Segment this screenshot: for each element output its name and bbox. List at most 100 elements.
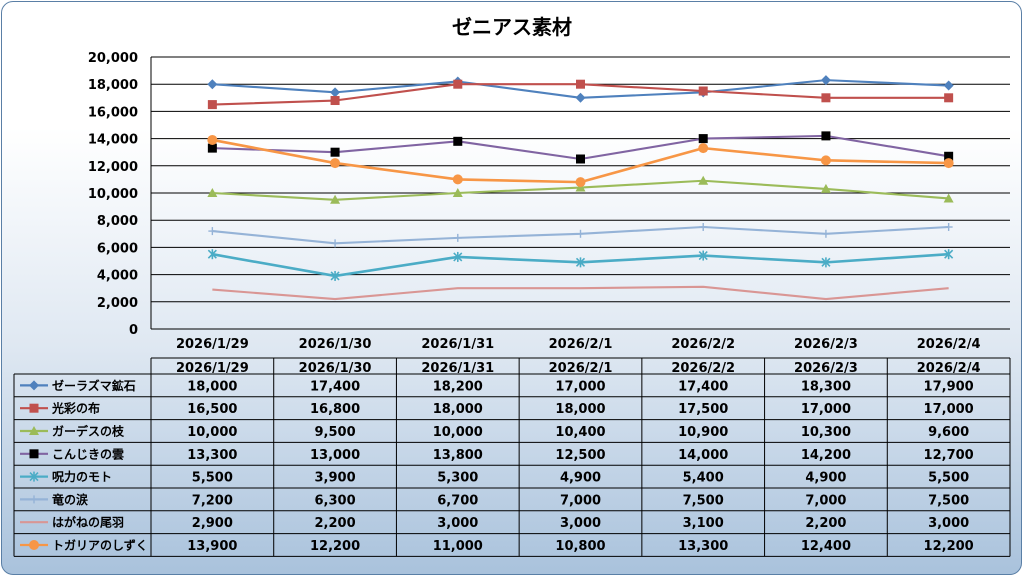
data-label: 5,300 — [437, 471, 478, 486]
data-point — [698, 175, 709, 185]
data-point — [944, 93, 954, 103]
table-header-cell: 2026/2/4 — [917, 361, 981, 376]
data-point — [576, 229, 585, 238]
data-label: 16,500 — [187, 402, 237, 417]
grid-lines — [151, 56, 1010, 330]
data-point — [821, 229, 830, 238]
legend-label: ゼーラズマ鉱石 — [52, 378, 136, 393]
data-point — [29, 380, 39, 391]
data-label: 3,100 — [683, 516, 724, 531]
data-label: 7,000 — [560, 493, 601, 508]
data-point — [453, 79, 463, 89]
x-tick-label: 2026/2/3 — [794, 337, 858, 352]
legend-key — [20, 426, 48, 435]
table-header-cell: 2026/1/31 — [421, 361, 494, 376]
data-point — [821, 93, 831, 103]
data-label: 17,000 — [555, 379, 605, 394]
data-point — [29, 540, 39, 550]
x-tick-label: 2026/1/30 — [299, 337, 372, 352]
table-header-cell: 2026/2/2 — [671, 361, 735, 376]
legend-label: ガーデスの枝 — [52, 424, 125, 439]
data-point — [207, 143, 217, 153]
y-tick-label: 12,000 — [88, 160, 138, 175]
data-label: 17,900 — [924, 379, 974, 394]
data-point — [943, 80, 954, 91]
data-point — [943, 193, 954, 203]
data-label: 5,400 — [683, 471, 724, 486]
data-point — [330, 147, 340, 157]
data-label: 10,900 — [678, 425, 728, 440]
data-label: 3,900 — [315, 471, 356, 486]
data-point — [821, 257, 831, 268]
legend-label: 竜の涙 — [52, 492, 88, 507]
series-layer — [207, 75, 954, 301]
data-point — [330, 158, 341, 169]
data-point — [29, 471, 39, 482]
data-label: 10,400 — [555, 425, 605, 440]
data-label: 17,000 — [924, 402, 974, 417]
data-point — [699, 223, 708, 231]
data-point — [943, 158, 954, 169]
data-point — [29, 449, 39, 459]
y-tick-label: 6,000 — [97, 241, 138, 256]
data-label: 17,400 — [310, 379, 360, 394]
data-label: 11,000 — [433, 539, 483, 554]
table-header-cell: 2026/1/30 — [299, 361, 372, 376]
data-label: 6,300 — [315, 493, 356, 508]
data-label: 12,200 — [924, 539, 974, 554]
data-label: 16,800 — [310, 402, 360, 417]
x-tick-label: 2026/1/29 — [176, 337, 249, 352]
data-label: 4,900 — [560, 471, 601, 486]
data-point — [452, 174, 463, 185]
x-tick-label: 2026/2/2 — [671, 337, 735, 352]
legend-key — [20, 403, 48, 413]
series-はがねの尾羽 — [212, 285, 949, 301]
data-point — [820, 183, 831, 193]
data-point — [330, 96, 340, 106]
data-point — [207, 79, 218, 90]
data-point — [698, 250, 708, 261]
data-label: 2,900 — [192, 516, 233, 531]
data-label: 18,000 — [555, 402, 605, 417]
legend-label: トガリアのしずく — [52, 538, 148, 553]
data-point — [453, 251, 463, 262]
data-label: 13,300 — [678, 539, 728, 554]
legend-label: 光彩の布 — [51, 401, 100, 416]
data-label: 10,000 — [433, 425, 483, 440]
data-label: 12,500 — [555, 448, 605, 463]
series-トガリアのしずく — [207, 134, 954, 188]
data-label: 12,400 — [801, 539, 851, 554]
y-tick-label: 14,000 — [88, 133, 138, 148]
data-point — [452, 188, 463, 197]
data-point — [207, 134, 218, 145]
data-label: 18,200 — [433, 379, 483, 394]
data-label: 3,000 — [928, 516, 969, 531]
series-竜の涙 — [208, 223, 953, 248]
data-point — [453, 136, 463, 146]
data-label: 10,800 — [555, 539, 605, 554]
legend-key — [20, 540, 48, 550]
data-label: 12,200 — [310, 539, 360, 554]
data-point — [453, 233, 462, 242]
data-label: 5,500 — [192, 471, 233, 486]
data-label: 17,000 — [801, 402, 851, 417]
data-label: 2,200 — [805, 516, 846, 531]
data-label: 2,200 — [315, 516, 356, 531]
data-label: 18,000 — [187, 379, 237, 394]
data-label: 9,500 — [315, 425, 356, 440]
series-こんじきの雲 — [207, 131, 954, 164]
data-label: 10,300 — [801, 425, 851, 440]
data-point — [29, 426, 39, 435]
data-label: 3,000 — [437, 516, 478, 531]
data-point — [576, 154, 585, 164]
y-tick-label: 18,000 — [88, 78, 138, 93]
data-label: 5,500 — [928, 471, 969, 486]
y-tick-label: 2,000 — [97, 296, 138, 311]
data-point — [820, 75, 831, 86]
legend-key — [20, 380, 48, 391]
data-label: 13,000 — [310, 448, 360, 463]
x-tick-label: 2026/1/31 — [421, 337, 494, 352]
data-label: 3,000 — [560, 516, 601, 531]
